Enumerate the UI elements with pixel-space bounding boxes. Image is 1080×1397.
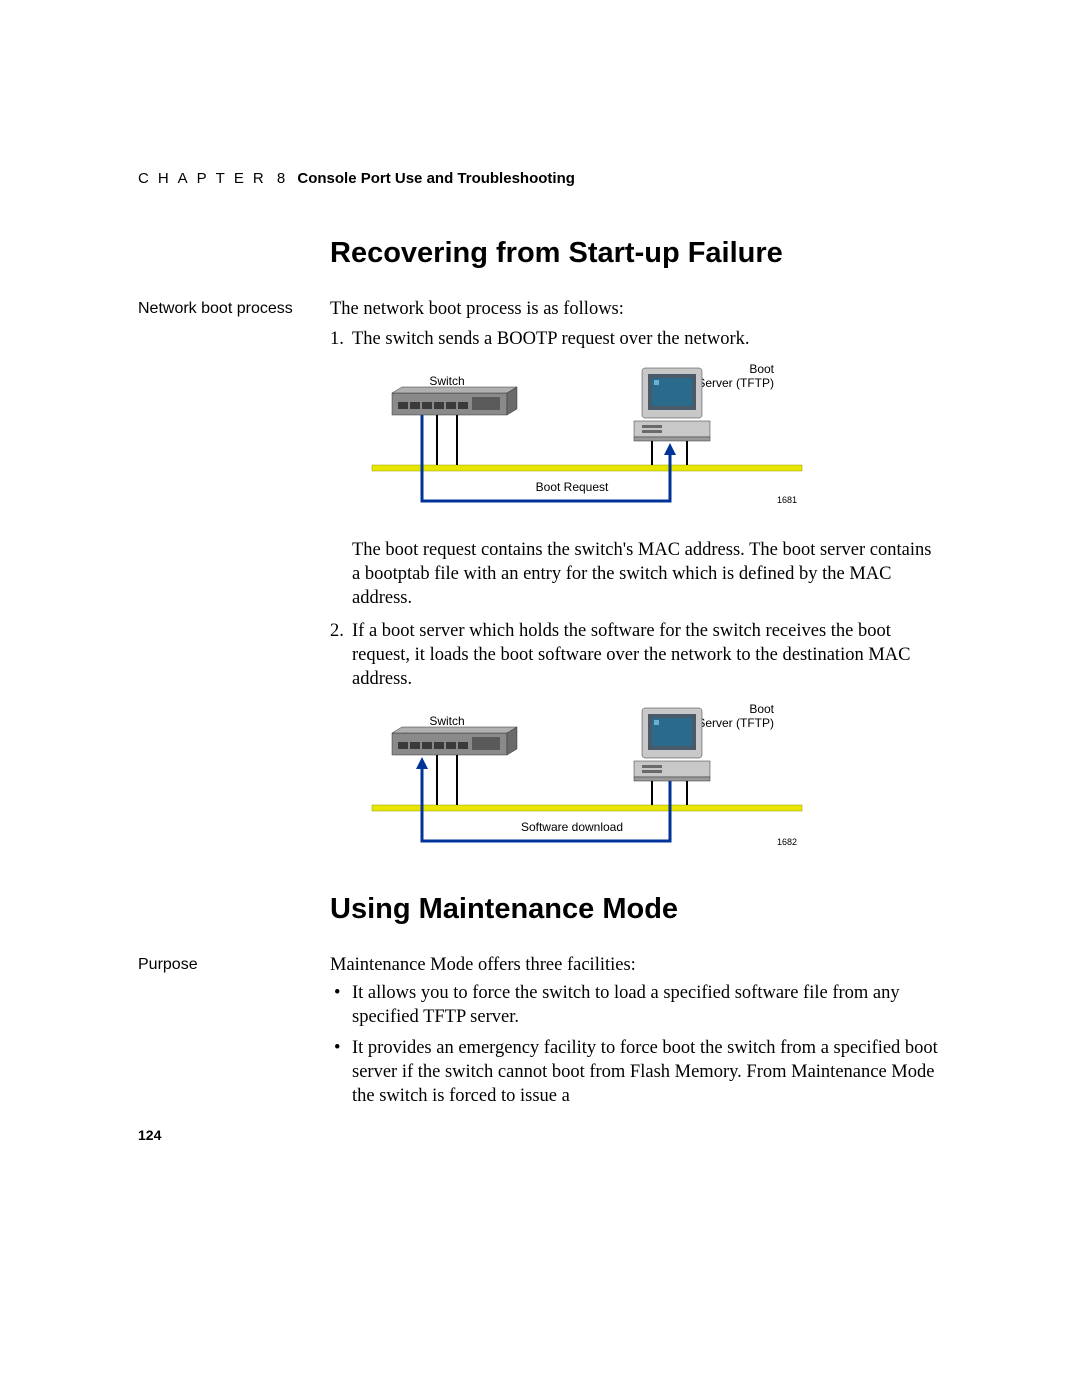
running-header: CHAPTER 8 Console Port Use and Troublesh… xyxy=(138,170,950,187)
intro-row: Network boot process The network boot pr… xyxy=(130,298,950,322)
switch-icon xyxy=(392,387,517,415)
intro-text: The network boot process is as follows: xyxy=(330,298,950,322)
list-number: 2. xyxy=(330,620,352,691)
list-text: The switch sends a BOOTP request over th… xyxy=(352,328,950,352)
bullet-mark: • xyxy=(330,1037,352,1108)
switch-icon xyxy=(392,727,517,755)
intro-row-2: Purpose Maintenance Mode offers three fa… xyxy=(130,954,950,978)
bullet-item: • It allows you to force the switch to l… xyxy=(330,982,950,1029)
intro-text: Maintenance Mode offers three facilities… xyxy=(330,954,950,978)
figure-caption: Software download xyxy=(521,820,623,834)
figure-boot-request: Switch Boot Server (TFTP) xyxy=(352,363,950,523)
network-bus xyxy=(372,465,802,471)
section-heading: Recovering from Start-up Failure xyxy=(330,237,950,270)
figure-id: 1682 xyxy=(777,837,797,847)
bullet-text: It provides an emergency facility to for… xyxy=(352,1037,950,1108)
server-label-2: Server (TFTP) xyxy=(697,376,774,390)
figure-id: 1681 xyxy=(777,495,797,505)
bullet-mark: • xyxy=(330,982,352,1029)
diagram-svg: Switch Boot Server (TFTP) xyxy=(352,703,822,863)
list-item-1: 1. The switch sends a BOOTP request over… xyxy=(330,328,950,352)
page: CHAPTER 8 Console Port Use and Troublesh… xyxy=(0,0,1080,1108)
chapter-word: CHAPTER xyxy=(138,170,273,187)
list-item-2: 2. If a boot server which holds the soft… xyxy=(330,620,950,691)
server-icon xyxy=(634,368,710,441)
margin-label: Network boot process xyxy=(130,298,330,322)
server-label-2: Server (TFTP) xyxy=(697,716,774,730)
figure-caption: Boot Request xyxy=(536,480,609,494)
figure-software-download: Switch Boot Server (TFTP) xyxy=(352,703,950,863)
switch-label: Switch xyxy=(429,374,464,388)
switch-label: Switch xyxy=(429,714,464,728)
list-number: 1. xyxy=(330,328,352,352)
server-label-1: Boot xyxy=(749,363,774,376)
chapter-title: Console Port Use and Troubleshooting xyxy=(297,170,575,187)
server-label-1: Boot xyxy=(749,703,774,716)
network-bus xyxy=(372,805,802,811)
bullet-item: • It provides an emergency facility to f… xyxy=(330,1037,950,1108)
server-icon xyxy=(634,708,710,781)
list-text: If a boot server which holds the softwar… xyxy=(352,620,950,691)
margin-label: Purpose xyxy=(130,954,330,978)
bullet-text: It allows you to force the switch to loa… xyxy=(352,982,950,1029)
section-heading: Using Maintenance Mode xyxy=(330,893,950,926)
chapter-number: 8 xyxy=(277,170,285,187)
after-fig1-text: The boot request contains the switch's M… xyxy=(352,539,950,610)
page-number: 124 xyxy=(138,1127,161,1143)
diagram-svg: Switch Boot Server (TFTP) xyxy=(352,363,822,523)
